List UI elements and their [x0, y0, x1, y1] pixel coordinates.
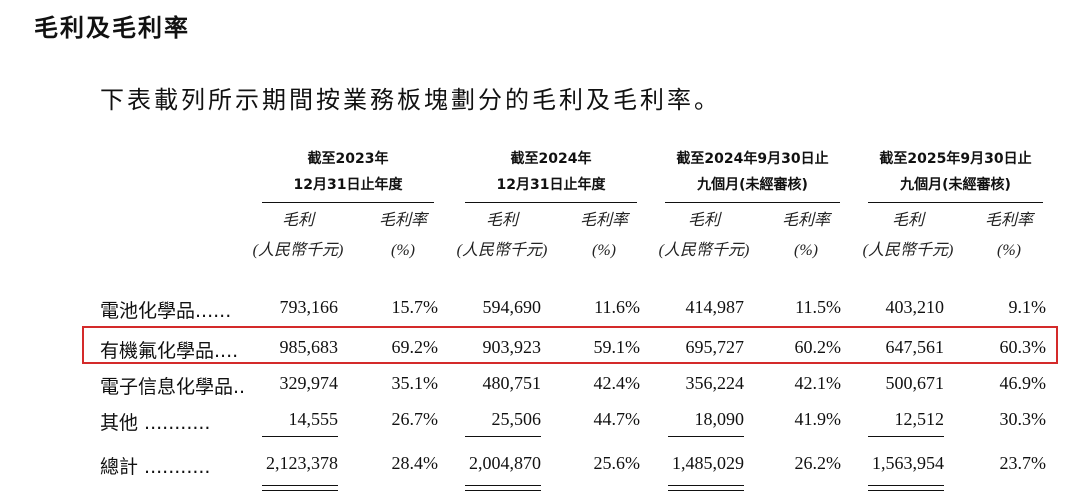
- gross-profit-cell: 695,727: [685, 337, 745, 357]
- total-double-rule: [668, 485, 744, 486]
- colhead-margin-2023: 毛利率 (%): [368, 206, 438, 266]
- colhead-gp-2023: 毛利 (人民幣千元): [248, 206, 348, 266]
- gross-profit-cell: 356,224: [685, 373, 745, 393]
- margin-cell: 25.6%: [593, 453, 641, 473]
- colhead-gp-label: 毛利: [281, 212, 314, 229]
- gross-profit-cell: 414,987: [685, 297, 745, 317]
- period-header-9m-2024: 截至2024年9月30日止 九個月(未經審核): [665, 146, 840, 203]
- period-9m-2024-line1: 截至2024年9月30日止: [676, 151, 829, 167]
- gross-profit-cell: 14,555: [288, 409, 339, 429]
- margin-cell: 35.1%: [391, 373, 439, 393]
- period-2024-line2: 12月31日止年度: [496, 177, 606, 193]
- intro-paragraph: 下表載列所示期間按業務板塊劃分的毛利及毛利率。: [100, 86, 721, 114]
- total-double-rule: [668, 490, 744, 491]
- gross-profit-cell: 1,563,954: [872, 453, 944, 473]
- margin-cell: 9.1%: [1008, 297, 1047, 317]
- colhead-margin-2024: 毛利率 (%): [569, 206, 639, 266]
- colhead-margin-unit: (%): [391, 242, 415, 259]
- colhead-margin-unit: (%): [997, 242, 1021, 259]
- colhead-gp-unit: (人民幣千元): [456, 242, 548, 259]
- period-2024-line1: 截至2024年: [510, 151, 592, 167]
- row-label: 其他 ...........: [100, 412, 211, 434]
- margin-cell: 26.7%: [391, 409, 439, 429]
- period-9m-2025-line2: 九個月(未經審核): [900, 177, 1011, 193]
- gross-profit-cell: 2,123,378: [266, 453, 338, 473]
- margin-cell: 41.9%: [794, 409, 842, 429]
- gross-profit-cell: 480,751: [482, 373, 542, 393]
- colhead-margin-9m-2025: 毛利率 (%): [974, 206, 1044, 266]
- colhead-gp-label: 毛利: [485, 212, 518, 229]
- highlight-box: [82, 326, 1058, 364]
- row-label: 電池化學品......: [100, 300, 232, 322]
- period-header-2023: 截至2023年 12月31日止年度: [262, 146, 434, 203]
- total-double-rule: [262, 485, 338, 486]
- gross-profit-cell: 25,506: [491, 409, 542, 429]
- colhead-margin-label: 毛利率: [378, 212, 427, 229]
- colhead-margin-9m-2024: 毛利率 (%): [771, 206, 841, 266]
- colhead-margin-unit: (%): [592, 242, 616, 259]
- subtotal-rule: [868, 436, 944, 437]
- colhead-margin-unit: (%): [794, 242, 818, 259]
- margin-cell: 30.3%: [999, 409, 1047, 429]
- total-double-rule: [465, 490, 541, 491]
- margin-cell: 42.4%: [593, 373, 641, 393]
- margin-cell: 11.6%: [594, 297, 640, 317]
- period-header-9m-2025: 截至2025年9月30日止 九個月(未經審核): [868, 146, 1043, 203]
- subtotal-rule: [262, 436, 338, 437]
- total-double-rule: [465, 485, 541, 486]
- margin-cell: 42.1%: [794, 373, 842, 393]
- gross-profit-cell: 403,210: [885, 297, 945, 317]
- colhead-margin-label: 毛利率: [984, 212, 1033, 229]
- margin-cell: 46.9%: [999, 373, 1047, 393]
- colhead-gp-label: 毛利: [687, 212, 720, 229]
- gross-profit-cell: 18,090: [694, 409, 745, 429]
- row-label: 電子信息化學品..: [100, 376, 246, 398]
- row-label: 有機氟化學品....: [100, 340, 239, 362]
- colhead-gp-9m-2025: 毛利 (人民幣千元): [858, 206, 958, 266]
- gross-profit-cell: 329,974: [279, 373, 339, 393]
- subtotal-rule: [465, 436, 541, 437]
- margin-cell: 60.3%: [999, 337, 1047, 357]
- margin-cell: 60.2%: [794, 337, 842, 357]
- colhead-gp-unit: (人民幣千元): [862, 242, 954, 259]
- margin-cell: 69.2%: [391, 337, 439, 357]
- margin-cell: 15.7%: [391, 297, 439, 317]
- gross-profit-cell: 903,923: [482, 337, 542, 357]
- gross-profit-cell: 12,512: [894, 409, 945, 429]
- period-9m-2024-line2: 九個月(未經審核): [697, 177, 808, 193]
- total-double-rule: [868, 490, 944, 491]
- colhead-gp-label: 毛利: [891, 212, 924, 229]
- gross-profit-cell: 1,485,029: [672, 453, 744, 473]
- colhead-margin-label: 毛利率: [579, 212, 628, 229]
- margin-cell: 44.7%: [593, 409, 641, 429]
- period-header-2024: 截至2024年 12月31日止年度: [465, 146, 637, 203]
- colhead-gp-unit: (人民幣千元): [658, 242, 750, 259]
- margin-cell: 59.1%: [593, 337, 641, 357]
- gross-profit-cell: 2,004,870: [469, 453, 541, 473]
- subtotal-rule: [668, 436, 744, 437]
- period-2023-line1: 截至2023年: [307, 151, 389, 167]
- colhead-gp-9m-2024: 毛利 (人民幣千元): [654, 206, 754, 266]
- colhead-gp-2024: 毛利 (人民幣千元): [452, 206, 552, 266]
- total-double-rule: [262, 490, 338, 491]
- gross-profit-cell: 647,561: [885, 337, 945, 357]
- period-2023-line2: 12月31日止年度: [293, 177, 403, 193]
- total-double-rule: [868, 485, 944, 486]
- period-9m-2025-line1: 截至2025年9月30日止: [879, 151, 1032, 167]
- gross-profit-cell: 594,690: [482, 297, 542, 317]
- gross-profit-cell: 793,166: [279, 297, 339, 317]
- section-title: 毛利及毛利率: [34, 14, 190, 42]
- margin-cell: 11.5%: [795, 297, 841, 317]
- margin-cell: 28.4%: [391, 453, 439, 473]
- margin-cell: 23.7%: [999, 453, 1047, 473]
- colhead-margin-label: 毛利率: [781, 212, 830, 229]
- margin-cell: 26.2%: [794, 453, 842, 473]
- gross-profit-cell: 500,671: [885, 373, 945, 393]
- row-label: 總計 ...........: [100, 456, 211, 478]
- colhead-gp-unit: (人民幣千元): [252, 242, 344, 259]
- gross-profit-cell: 985,683: [279, 337, 339, 357]
